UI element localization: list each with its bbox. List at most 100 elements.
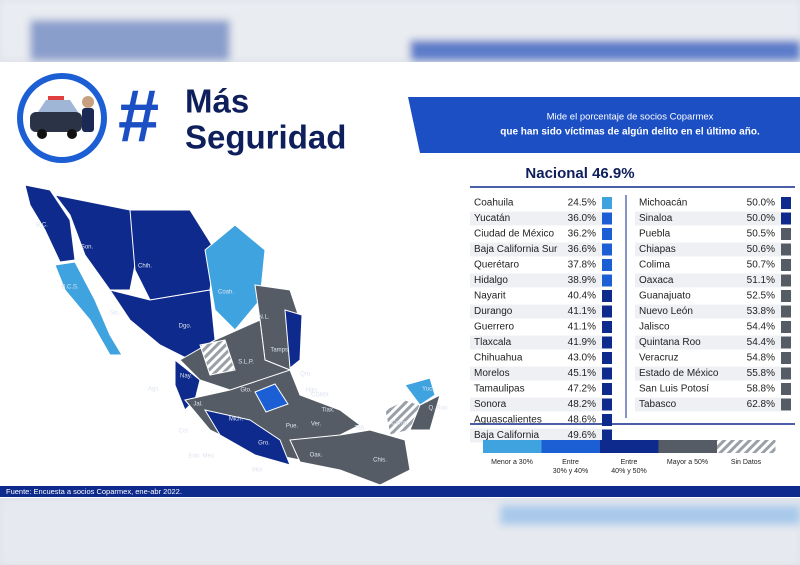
state-name: Baja California Sur	[474, 244, 558, 255]
state-name: Durango	[474, 306, 513, 317]
legend-swatch	[658, 440, 717, 453]
state-value: 55.8%	[747, 368, 775, 379]
map-label: B.C.	[36, 223, 48, 229]
state-name: Chihuahua	[474, 353, 523, 364]
map-label: Chis.	[373, 458, 387, 464]
state-name: San Luis Potosí	[639, 384, 709, 395]
map-label: Camp.	[391, 421, 409, 427]
state-name: Nayarit	[474, 291, 506, 302]
state-value: 41.1%	[568, 306, 596, 317]
state-value: 53.8%	[747, 306, 775, 317]
map-label: Jal.	[193, 402, 203, 408]
map-label: Tamps.	[270, 348, 290, 354]
map	[24, 184, 441, 486]
state-value: 50.6%	[747, 244, 775, 255]
state-name: Quintana Roo	[639, 337, 701, 348]
region	[203, 409, 291, 466]
state-value: 52.5%	[747, 291, 775, 302]
color-swatch	[781, 367, 791, 380]
map-label: Dgo.	[179, 324, 192, 330]
row-band	[635, 304, 781, 319]
map-label: N.L.	[258, 315, 269, 321]
color-swatch	[602, 212, 612, 225]
state-name: Colima	[639, 260, 671, 271]
color-swatch	[602, 352, 612, 364]
color-swatch	[602, 414, 612, 426]
map-label: Pue.	[286, 424, 299, 430]
banner-text: que han sido víctimas de algún delito en…	[500, 127, 760, 138]
state-name: Hidalgo	[474, 275, 508, 286]
state-value: 41.9%	[568, 337, 596, 348]
state-value: 37.8%	[568, 260, 596, 271]
map-label: Yuc.	[422, 387, 434, 393]
color-swatch	[781, 259, 791, 271]
color-swatch	[781, 212, 791, 225]
color-swatch	[602, 429, 612, 442]
row-band	[635, 397, 781, 412]
map-label: Hgo.	[306, 388, 319, 394]
state-value: 41.1%	[568, 322, 596, 333]
map-label: Col.	[179, 429, 190, 435]
color-swatch	[602, 398, 612, 411]
color-swatch	[602, 274, 612, 287]
state-name: Morelos	[474, 368, 510, 379]
map-label: Gto.	[240, 388, 252, 394]
legend-swatch	[717, 440, 776, 453]
title-line: Seguridad	[185, 119, 346, 156]
map-label: Mich.	[229, 417, 244, 423]
color-swatch	[781, 321, 791, 333]
state-name: Yucatán	[474, 213, 510, 224]
row-band	[470, 397, 602, 412]
row-band	[470, 273, 602, 288]
map-label: Nay.	[180, 374, 192, 380]
legend-label: Mayor a 50%	[667, 459, 708, 466]
color-swatch	[602, 228, 612, 240]
row-band	[635, 273, 781, 288]
state-value: 51.1%	[747, 275, 775, 286]
state-name: Tamaulipas	[474, 384, 525, 395]
map-label: S.L.P.	[238, 360, 254, 366]
map-label: Ags.	[148, 387, 160, 393]
row-band	[635, 242, 781, 257]
map-label: Oax.	[310, 453, 323, 459]
color-swatch	[781, 290, 791, 302]
color-swatch	[781, 352, 791, 364]
state-value: 38.9%	[568, 275, 596, 286]
color-swatch	[781, 274, 791, 287]
state-name: Ciudad de México	[474, 229, 554, 240]
color-swatch	[602, 367, 612, 380]
row-band	[470, 242, 602, 257]
banner	[408, 97, 800, 153]
region	[254, 383, 289, 413]
map-label: B.C.S.	[61, 285, 79, 291]
row-band	[635, 335, 781, 350]
legend: Menor a 30% Entre 30% y 40% Entre 40% y 50% M…	[483, 440, 776, 475]
state-name: Guerrero	[474, 322, 514, 333]
state-name: Sonora	[474, 399, 507, 410]
legend-swatch	[483, 440, 542, 453]
color-swatch	[781, 228, 791, 240]
map-label: Ver.	[311, 422, 322, 428]
state-value: 24.5%	[568, 198, 596, 209]
legend-label: 30% y 40%	[553, 468, 588, 475]
row-band	[470, 304, 602, 319]
color-swatch	[602, 321, 612, 333]
state-name: Coahuila	[474, 198, 514, 209]
row-band	[635, 211, 781, 226]
color-swatch	[781, 243, 791, 256]
color-swatch	[602, 290, 612, 302]
row-band	[470, 428, 602, 443]
legend-swatch	[541, 440, 600, 453]
color-swatch	[781, 398, 791, 411]
banner-text: Mide el porcentaje de socios Coparmex	[547, 112, 714, 123]
color-swatch	[781, 197, 791, 209]
region	[24, 184, 76, 263]
police-icon	[17, 73, 107, 163]
state-value: 50.0%	[747, 213, 775, 224]
map-label: Edo. Méx.	[188, 454, 215, 460]
region	[409, 394, 441, 431]
title-line: Más	[185, 83, 249, 120]
state-name: Querétaro	[474, 260, 519, 271]
color-swatch	[602, 259, 612, 271]
